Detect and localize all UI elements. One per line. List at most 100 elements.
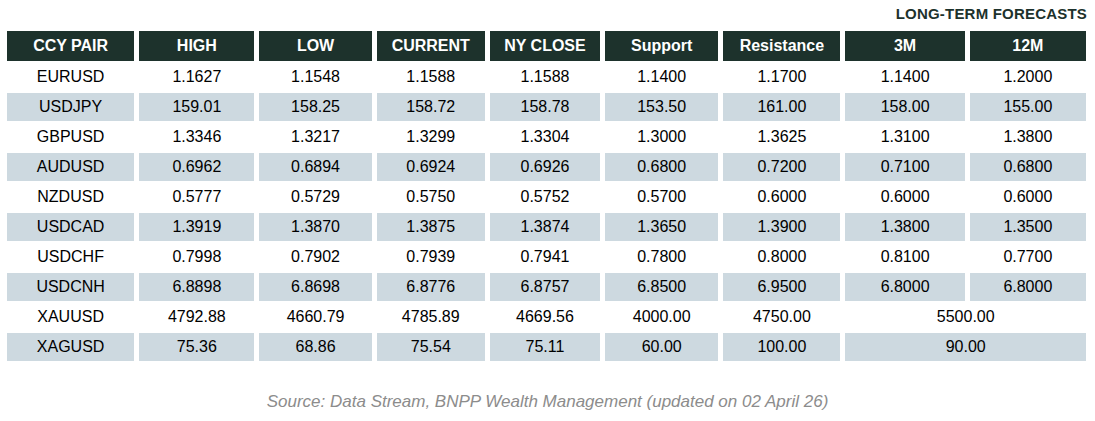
table-row: EURUSD1.16271.15481.15881.15881.14001.17…: [7, 63, 1086, 91]
value-cell: 6.8757: [490, 273, 600, 301]
value-cell: 1.3500: [970, 213, 1086, 241]
column-header: HIGH: [139, 31, 254, 61]
merged-forecast-cell: 5500.00: [845, 303, 1086, 331]
column-header: LOW: [259, 31, 371, 61]
value-cell: 0.7800: [605, 243, 718, 271]
value-cell: 1.3650: [605, 213, 718, 241]
table-row: GBPUSD1.33461.32171.32991.33041.30001.36…: [7, 123, 1086, 151]
value-cell: 0.7939: [377, 243, 485, 271]
value-cell: 1.3919: [139, 213, 254, 241]
table-row: NZDUSD0.57770.57290.57500.57520.57000.60…: [7, 183, 1086, 211]
value-cell: 6.9500: [723, 273, 840, 301]
value-cell: 1.3000: [605, 123, 718, 151]
value-cell: 1.3625: [723, 123, 840, 151]
table-row: USDJPY159.01158.25158.72158.78153.50161.…: [7, 93, 1086, 121]
value-cell: 153.50: [605, 93, 718, 121]
column-header: CURRENT: [377, 31, 485, 61]
value-cell: 0.6000: [970, 183, 1086, 211]
value-cell: 75.54: [377, 333, 485, 361]
value-cell: 0.5752: [490, 183, 600, 211]
column-header: Support: [605, 31, 718, 61]
value-cell: 1.2000: [970, 63, 1086, 91]
value-cell: 158.00: [845, 93, 964, 121]
value-cell: 1.1548: [259, 63, 371, 91]
value-cell: 4785.89: [377, 303, 485, 331]
value-cell: 1.3874: [490, 213, 600, 241]
value-cell: 158.78: [490, 93, 600, 121]
value-cell: 6.8000: [970, 273, 1086, 301]
column-header: CCY PAIR: [7, 31, 134, 61]
value-cell: 1.3299: [377, 123, 485, 151]
value-cell: 155.00: [970, 93, 1086, 121]
fx-forecast-table-page: LONG-TERM FORECASTS CCY PAIRHIGHLOWCURRE…: [0, 0, 1095, 421]
table-row: USDCNH6.88986.86986.87766.87576.85006.95…: [7, 273, 1086, 301]
table-row: AUDUSD0.69620.68940.69240.69260.68000.72…: [7, 153, 1086, 181]
value-cell: 158.25: [259, 93, 371, 121]
value-cell: 0.5700: [605, 183, 718, 211]
value-cell: 0.7700: [970, 243, 1086, 271]
value-cell: 75.36: [139, 333, 254, 361]
value-cell: 75.11: [490, 333, 600, 361]
value-cell: 0.5777: [139, 183, 254, 211]
table-body: EURUSD1.16271.15481.15881.15881.14001.17…: [7, 63, 1086, 361]
value-cell: 4792.88: [139, 303, 254, 331]
value-cell: 4750.00: [723, 303, 840, 331]
value-cell: 6.8898: [139, 273, 254, 301]
value-cell: 1.3800: [845, 213, 964, 241]
ccy-pair-cell: AUDUSD: [7, 153, 134, 181]
value-cell: 0.6000: [845, 183, 964, 211]
value-cell: 1.1400: [845, 63, 964, 91]
long-term-forecasts-title: LONG-TERM FORECASTS: [896, 5, 1087, 22]
value-cell: 0.7902: [259, 243, 371, 271]
fx-forecast-table: CCY PAIRHIGHLOWCURRENTNY CLOSESupportRes…: [2, 29, 1091, 363]
value-cell: 6.8698: [259, 273, 371, 301]
column-header: 3M: [845, 31, 964, 61]
value-cell: 1.3217: [259, 123, 371, 151]
value-cell: 1.3346: [139, 123, 254, 151]
value-cell: 0.7100: [845, 153, 964, 181]
ccy-pair-cell: USDCNH: [7, 273, 134, 301]
ccy-pair-cell: EURUSD: [7, 63, 134, 91]
value-cell: 1.1588: [377, 63, 485, 91]
value-cell: 159.01: [139, 93, 254, 121]
value-cell: 0.7200: [723, 153, 840, 181]
value-cell: 0.5750: [377, 183, 485, 211]
value-cell: 1.3304: [490, 123, 600, 151]
table-row: USDCHF0.79980.79020.79390.79410.78000.80…: [7, 243, 1086, 271]
value-cell: 1.3100: [845, 123, 964, 151]
value-cell: 6.8500: [605, 273, 718, 301]
table-header-row: CCY PAIRHIGHLOWCURRENTNY CLOSESupportRes…: [7, 31, 1086, 61]
value-cell: 4660.79: [259, 303, 371, 331]
value-cell: 0.6800: [605, 153, 718, 181]
ccy-pair-cell: USDJPY: [7, 93, 134, 121]
value-cell: 0.8000: [723, 243, 840, 271]
value-cell: 100.00: [723, 333, 840, 361]
table-row: XAGUSD75.3668.8675.5475.1160.00100.0090.…: [7, 333, 1086, 361]
ccy-pair-cell: USDCAD: [7, 213, 134, 241]
value-cell: 6.8000: [845, 273, 964, 301]
value-cell: 0.6894: [259, 153, 371, 181]
ccy-pair-cell: XAUUSD: [7, 303, 134, 331]
value-cell: 0.7941: [490, 243, 600, 271]
value-cell: 158.72: [377, 93, 485, 121]
value-cell: 161.00: [723, 93, 840, 121]
value-cell: 6.8776: [377, 273, 485, 301]
value-cell: 0.5729: [259, 183, 371, 211]
value-cell: 4000.00: [605, 303, 718, 331]
value-cell: 1.1627: [139, 63, 254, 91]
source-attribution: Source: Data Stream, BNPP Wealth Managem…: [0, 392, 1095, 412]
value-cell: 1.1588: [490, 63, 600, 91]
value-cell: 0.7998: [139, 243, 254, 271]
value-cell: 1.3800: [970, 123, 1086, 151]
column-header: NY CLOSE: [490, 31, 600, 61]
value-cell: 1.1700: [723, 63, 840, 91]
column-header: 12M: [970, 31, 1086, 61]
value-cell: 0.6962: [139, 153, 254, 181]
table-row: USDCAD1.39191.38701.38751.38741.36501.39…: [7, 213, 1086, 241]
ccy-pair-cell: USDCHF: [7, 243, 134, 271]
value-cell: 68.86: [259, 333, 371, 361]
column-header: Resistance: [723, 31, 840, 61]
value-cell: 1.1400: [605, 63, 718, 91]
value-cell: 1.3870: [259, 213, 371, 241]
merged-forecast-cell: 90.00: [845, 333, 1086, 361]
